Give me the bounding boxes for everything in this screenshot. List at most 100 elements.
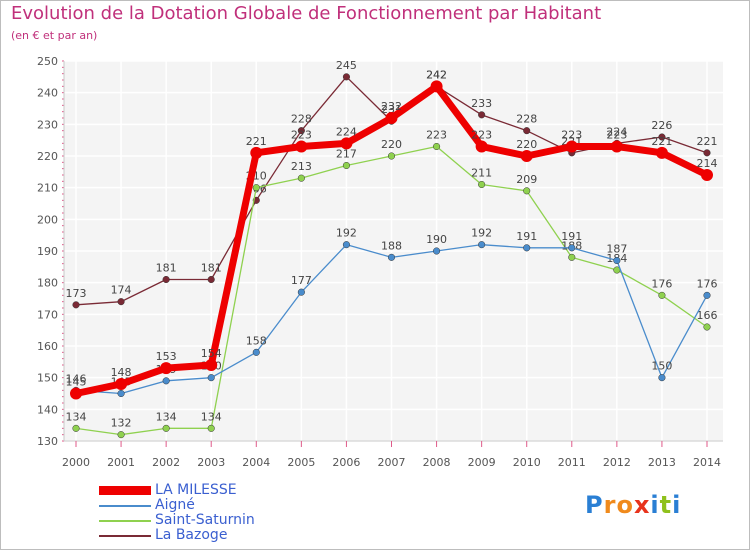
- data-label: 228: [291, 113, 312, 126]
- data-label: 221: [697, 135, 718, 148]
- data-label: 221: [651, 135, 672, 148]
- logo-letter: i: [672, 491, 682, 519]
- data-label: 150: [651, 360, 672, 373]
- y-tick-label: 210: [37, 182, 58, 195]
- data-point: [342, 73, 350, 81]
- data-point: [478, 180, 486, 189]
- legend-label: Aigné: [155, 497, 195, 513]
- logo-letter: P: [585, 491, 604, 519]
- legend-swatch: [99, 505, 151, 507]
- x-tick-label: 2008: [423, 456, 451, 469]
- y-tick-label: 240: [37, 87, 58, 100]
- data-label: 233: [471, 97, 492, 110]
- chart-title: Evolution de la Dotation Globale de Fonc…: [11, 3, 602, 24]
- data-point: [207, 374, 215, 382]
- data-label: 145: [66, 376, 87, 389]
- data-point: [478, 241, 486, 249]
- proxiti-logo: Proxiti: [585, 491, 681, 519]
- data-point: [520, 150, 533, 162]
- data-point: [703, 291, 711, 299]
- data-point: [655, 146, 668, 159]
- data-point: [613, 256, 621, 265]
- data-label: 228: [516, 113, 537, 126]
- data-point: [117, 431, 125, 439]
- data-point: [523, 187, 531, 195]
- data-point: [160, 362, 173, 375]
- data-label: 181: [156, 262, 177, 275]
- data-point: [295, 140, 308, 153]
- logo-letter: r: [603, 491, 617, 519]
- y-tick-label: 140: [37, 403, 58, 416]
- x-tick-label: 2005: [287, 456, 315, 469]
- data-label: 217: [336, 148, 357, 161]
- data-label: 173: [66, 287, 87, 300]
- data-point: [475, 140, 488, 153]
- data-label: 223: [291, 129, 312, 142]
- data-point: [117, 298, 125, 306]
- logo-letter: x: [633, 491, 651, 519]
- data-label: 132: [111, 417, 132, 430]
- y-tick-label: 170: [37, 308, 58, 321]
- data-point: [523, 127, 531, 135]
- legend-swatch: [99, 486, 151, 495]
- data-label: 188: [381, 239, 402, 252]
- x-tick-label: 2004: [242, 456, 270, 469]
- data-label: 221: [246, 135, 267, 148]
- x-tick-label: 2002: [152, 456, 180, 469]
- data-label: 148: [111, 366, 132, 379]
- data-point: [387, 152, 396, 160]
- data-label: 211: [471, 167, 492, 180]
- x-tick-label: 2000: [62, 456, 90, 469]
- data-label: 209: [516, 173, 537, 186]
- data-point: [568, 253, 576, 261]
- data-label: 191: [561, 230, 582, 243]
- data-point: [250, 146, 263, 159]
- data-point: [207, 275, 215, 284]
- chart-subtitle: (en € et par an): [11, 29, 98, 42]
- y-tick-label: 200: [37, 213, 58, 226]
- y-tick-label: 150: [37, 372, 58, 385]
- data-label: 154: [201, 347, 222, 360]
- data-point: [162, 424, 170, 432]
- y-tick-label: 130: [37, 435, 58, 448]
- x-tick-label: 2013: [648, 456, 676, 469]
- x-tick-label: 2009: [468, 456, 496, 469]
- data-label: 191: [516, 230, 537, 243]
- x-tick-label: 2003: [197, 456, 225, 469]
- data-label: 190: [426, 233, 447, 246]
- data-point: [433, 247, 441, 255]
- data-label: 192: [336, 227, 357, 240]
- y-tick-label: 190: [37, 245, 58, 258]
- legend-label: La Bazoge: [155, 527, 228, 543]
- data-label: 192: [471, 227, 492, 240]
- data-label: 213: [291, 160, 312, 173]
- data-label: 158: [246, 334, 267, 347]
- data-point: [72, 424, 80, 432]
- data-label: 224: [336, 125, 357, 138]
- data-label: 174: [111, 284, 132, 297]
- legend-label: LA MILESSE: [155, 482, 237, 498]
- data-label: 153: [156, 350, 177, 363]
- legend-swatch: [99, 535, 151, 537]
- data-point: [342, 161, 350, 170]
- data-point: [297, 127, 305, 135]
- data-point: [658, 374, 666, 382]
- data-point: [72, 301, 80, 309]
- data-point: [430, 80, 443, 93]
- y-tick-label: 180: [37, 277, 58, 290]
- y-tick-label: 230: [37, 118, 58, 131]
- x-tick-label: 2012: [603, 456, 631, 469]
- data-label: 134: [201, 410, 222, 423]
- data-label: 226: [651, 119, 672, 132]
- data-point: [610, 140, 623, 153]
- data-point: [162, 377, 170, 385]
- data-point: [703, 149, 711, 157]
- data-point: [297, 288, 305, 296]
- data-point: [205, 359, 218, 371]
- data-label: 232: [381, 100, 402, 113]
- logo-letter: t: [659, 491, 673, 519]
- y-tick-label: 220: [37, 150, 58, 163]
- data-point: [207, 424, 215, 432]
